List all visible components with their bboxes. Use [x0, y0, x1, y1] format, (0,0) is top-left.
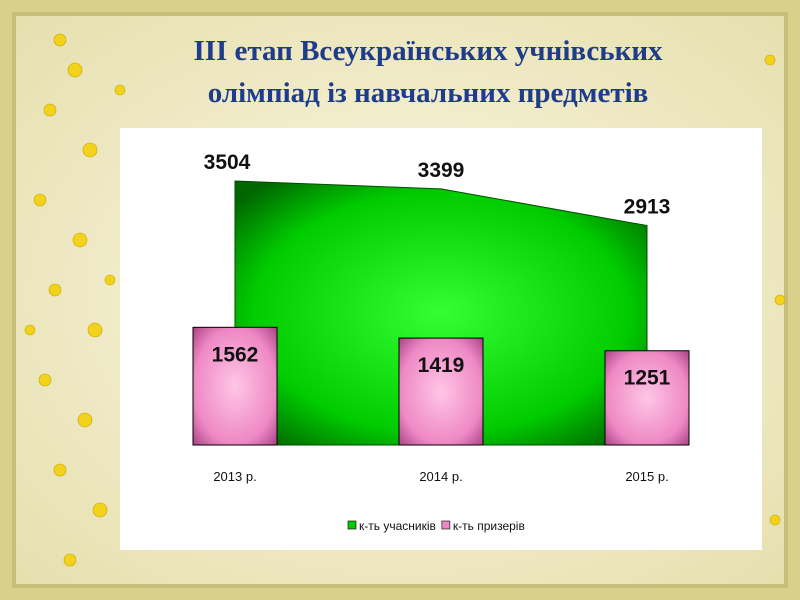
legend-label: к-ть призерів — [453, 519, 525, 533]
legend-swatch — [347, 520, 357, 530]
x-tick-label: 2013 р. — [213, 469, 256, 484]
legend-swatch — [441, 520, 451, 530]
bar — [604, 350, 690, 446]
mimosa-decoration — [24, 33, 786, 567]
x-tick-label: 2015 р. — [625, 469, 668, 484]
value-label: 1419 — [418, 354, 465, 377]
area — [234, 180, 648, 446]
value-label: 1562 — [212, 343, 259, 366]
legend-label: к-ть учасників — [359, 519, 436, 533]
value-label: 3399 — [418, 159, 465, 182]
bar — [398, 337, 484, 446]
value-label: 3504 — [204, 151, 251, 174]
value-label: 2913 — [624, 196, 671, 219]
value-label: 1251 — [624, 367, 671, 390]
x-tick-label: 2014 р. — [419, 469, 462, 484]
chart-title: ІІІ етап Всеукраїнських учнівських олімпі… — [193, 35, 663, 109]
bar — [192, 326, 278, 446]
